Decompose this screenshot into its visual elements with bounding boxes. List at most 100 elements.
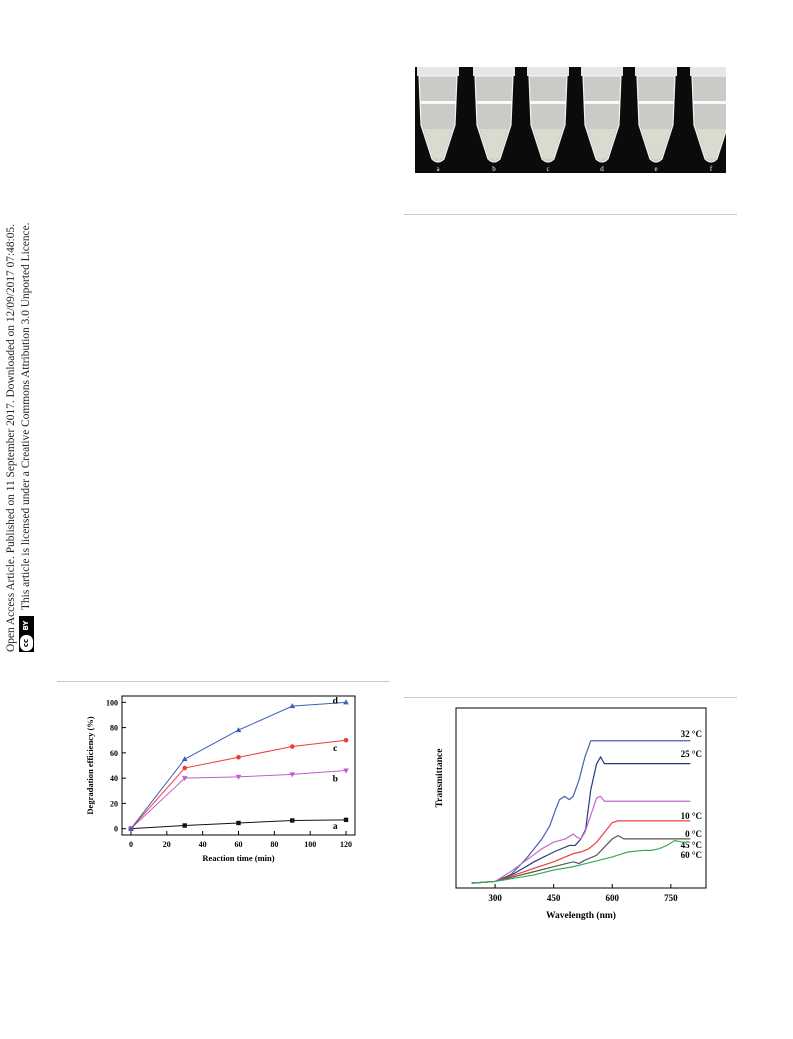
series-line-d bbox=[130, 701, 347, 829]
y-tick-label: 100 bbox=[106, 698, 118, 707]
x-tick-label: 60 bbox=[235, 840, 243, 849]
tube-e: e bbox=[635, 67, 677, 173]
tubes-photo: a b c d e f bbox=[415, 67, 726, 173]
x-tick-label: 0 bbox=[129, 840, 133, 849]
x-tick-label: 750 bbox=[664, 893, 678, 903]
tube-label: e bbox=[654, 165, 657, 173]
tube-b: b bbox=[473, 67, 515, 173]
tubes-illustration: a b c d e f bbox=[417, 67, 726, 173]
series-line-c bbox=[130, 739, 347, 830]
tube-label: f bbox=[710, 165, 713, 173]
data-point-b bbox=[289, 772, 296, 778]
series-line bbox=[471, 755, 691, 884]
transmittance-chart: 300 450 600 750 Wavelength (nm) Transmittance… bbox=[428, 705, 728, 935]
y-tick-label: 60 bbox=[110, 749, 118, 758]
series-line bbox=[471, 795, 691, 884]
degradation-chart: 0 20 40 60 80 100 120 0 20 40 60 80 100 Reaction time… bbox=[80, 690, 370, 870]
plot-frame bbox=[455, 707, 707, 889]
tube-cap bbox=[473, 67, 515, 76]
license-side-note: Open Access Article. Published on 11 Sep… bbox=[4, 192, 46, 652]
series-d: d bbox=[128, 697, 349, 831]
data-point-d bbox=[235, 727, 242, 733]
license-line: cc BY This article is licensed under a C… bbox=[19, 192, 34, 652]
series-a: a bbox=[128, 817, 349, 832]
data-point-d bbox=[128, 825, 134, 831]
sediment bbox=[697, 129, 725, 160]
x-axis-label: Reaction time (min) bbox=[202, 853, 274, 863]
series-45c: 45 °C bbox=[471, 834, 702, 884]
series-25c: 25 °C bbox=[471, 749, 702, 884]
series-label-d: d bbox=[333, 697, 339, 707]
series-label-b: b bbox=[333, 775, 338, 785]
liquid-meniscus bbox=[693, 101, 726, 104]
tube-f: f bbox=[690, 67, 726, 173]
series-60c: 60 °C bbox=[471, 839, 702, 884]
sediment bbox=[534, 129, 562, 160]
x-tick-label: 100 bbox=[304, 840, 316, 849]
data-point-b bbox=[343, 768, 349, 774]
liquid-meniscus bbox=[584, 101, 620, 104]
x-tick-label: 80 bbox=[270, 840, 278, 849]
y-tick-label: 40 bbox=[110, 774, 118, 783]
liquid-meniscus bbox=[638, 101, 674, 104]
data-point-c bbox=[182, 765, 188, 771]
x-tick-label: 120 bbox=[340, 840, 352, 849]
data-point-a bbox=[236, 820, 241, 826]
by-label: BY bbox=[22, 620, 30, 631]
tube-cap bbox=[417, 67, 459, 76]
sediment bbox=[588, 129, 616, 160]
x-tick-label: 600 bbox=[606, 893, 620, 903]
divider-right-bottom bbox=[404, 697, 737, 698]
data-point-b bbox=[181, 776, 188, 782]
series-c: c bbox=[128, 737, 349, 831]
x-tick-label: 20 bbox=[163, 840, 171, 849]
tube-c: c bbox=[527, 67, 569, 173]
series-label: 60 °C bbox=[681, 850, 702, 860]
tube-a: a bbox=[417, 67, 459, 173]
cc-by-badge[interactable]: cc BY bbox=[19, 616, 34, 652]
tube-d: d bbox=[581, 67, 623, 173]
series-10c: 10 °C bbox=[471, 811, 702, 884]
data-point-c bbox=[289, 744, 295, 749]
data-point-d bbox=[343, 699, 349, 705]
y-tick-label: 80 bbox=[110, 724, 118, 733]
tube-label: b bbox=[492, 165, 496, 173]
tube-cap bbox=[690, 67, 726, 76]
transmittance-chart-svg: 300 450 600 750 Wavelength (nm) Transmittance… bbox=[435, 707, 707, 921]
series-line bbox=[471, 740, 691, 884]
series-32c: 32 °C bbox=[471, 729, 702, 884]
x-tick-label: 40 bbox=[199, 840, 207, 849]
data-point-c bbox=[236, 754, 241, 760]
open-access-line: Open Access Article. Published on 11 Sep… bbox=[5, 224, 17, 652]
series-line bbox=[471, 820, 691, 884]
liquid-meniscus bbox=[530, 101, 566, 104]
sediment bbox=[480, 129, 508, 160]
x-tick-label: 450 bbox=[547, 893, 561, 903]
liquid-meniscus bbox=[420, 101, 456, 104]
series-label: 25 °C bbox=[681, 749, 702, 759]
y-axis-label: Transmittance bbox=[435, 749, 445, 808]
liquid-meniscus bbox=[476, 101, 512, 104]
tube-cap bbox=[527, 67, 569, 76]
data-point-b bbox=[235, 774, 242, 780]
sediment bbox=[424, 129, 452, 160]
data-point-d bbox=[289, 703, 296, 709]
cc-icon: cc bbox=[20, 635, 33, 651]
degradation-chart-svg: 0 20 40 60 80 100 120 0 20 40 60 80 100 Reaction time… bbox=[85, 695, 356, 863]
series-label: 0 °C bbox=[685, 829, 702, 839]
tube-label: c bbox=[546, 165, 549, 173]
x-axis-label: Wavelength (nm) bbox=[546, 910, 616, 921]
series-0c: 0 °C bbox=[471, 795, 702, 884]
y-tick-label: 20 bbox=[110, 799, 118, 808]
series-label-c: c bbox=[333, 744, 337, 754]
data-point-a bbox=[290, 818, 295, 823]
data-point-c bbox=[343, 737, 349, 743]
series-label-a: a bbox=[333, 822, 338, 832]
series-line bbox=[471, 839, 691, 884]
tube-cap bbox=[635, 67, 677, 76]
divider-left-bottom bbox=[57, 681, 390, 682]
y-tick-label: 0 bbox=[114, 825, 118, 834]
license-text: This article is licensed under a Creativ… bbox=[20, 222, 33, 611]
tube-cap bbox=[581, 67, 623, 76]
x-tick-label: 300 bbox=[488, 893, 502, 903]
